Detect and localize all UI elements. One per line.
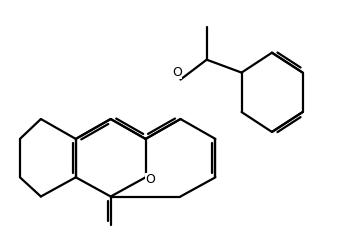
- Text: O: O: [172, 66, 182, 79]
- Text: O: O: [145, 173, 155, 185]
